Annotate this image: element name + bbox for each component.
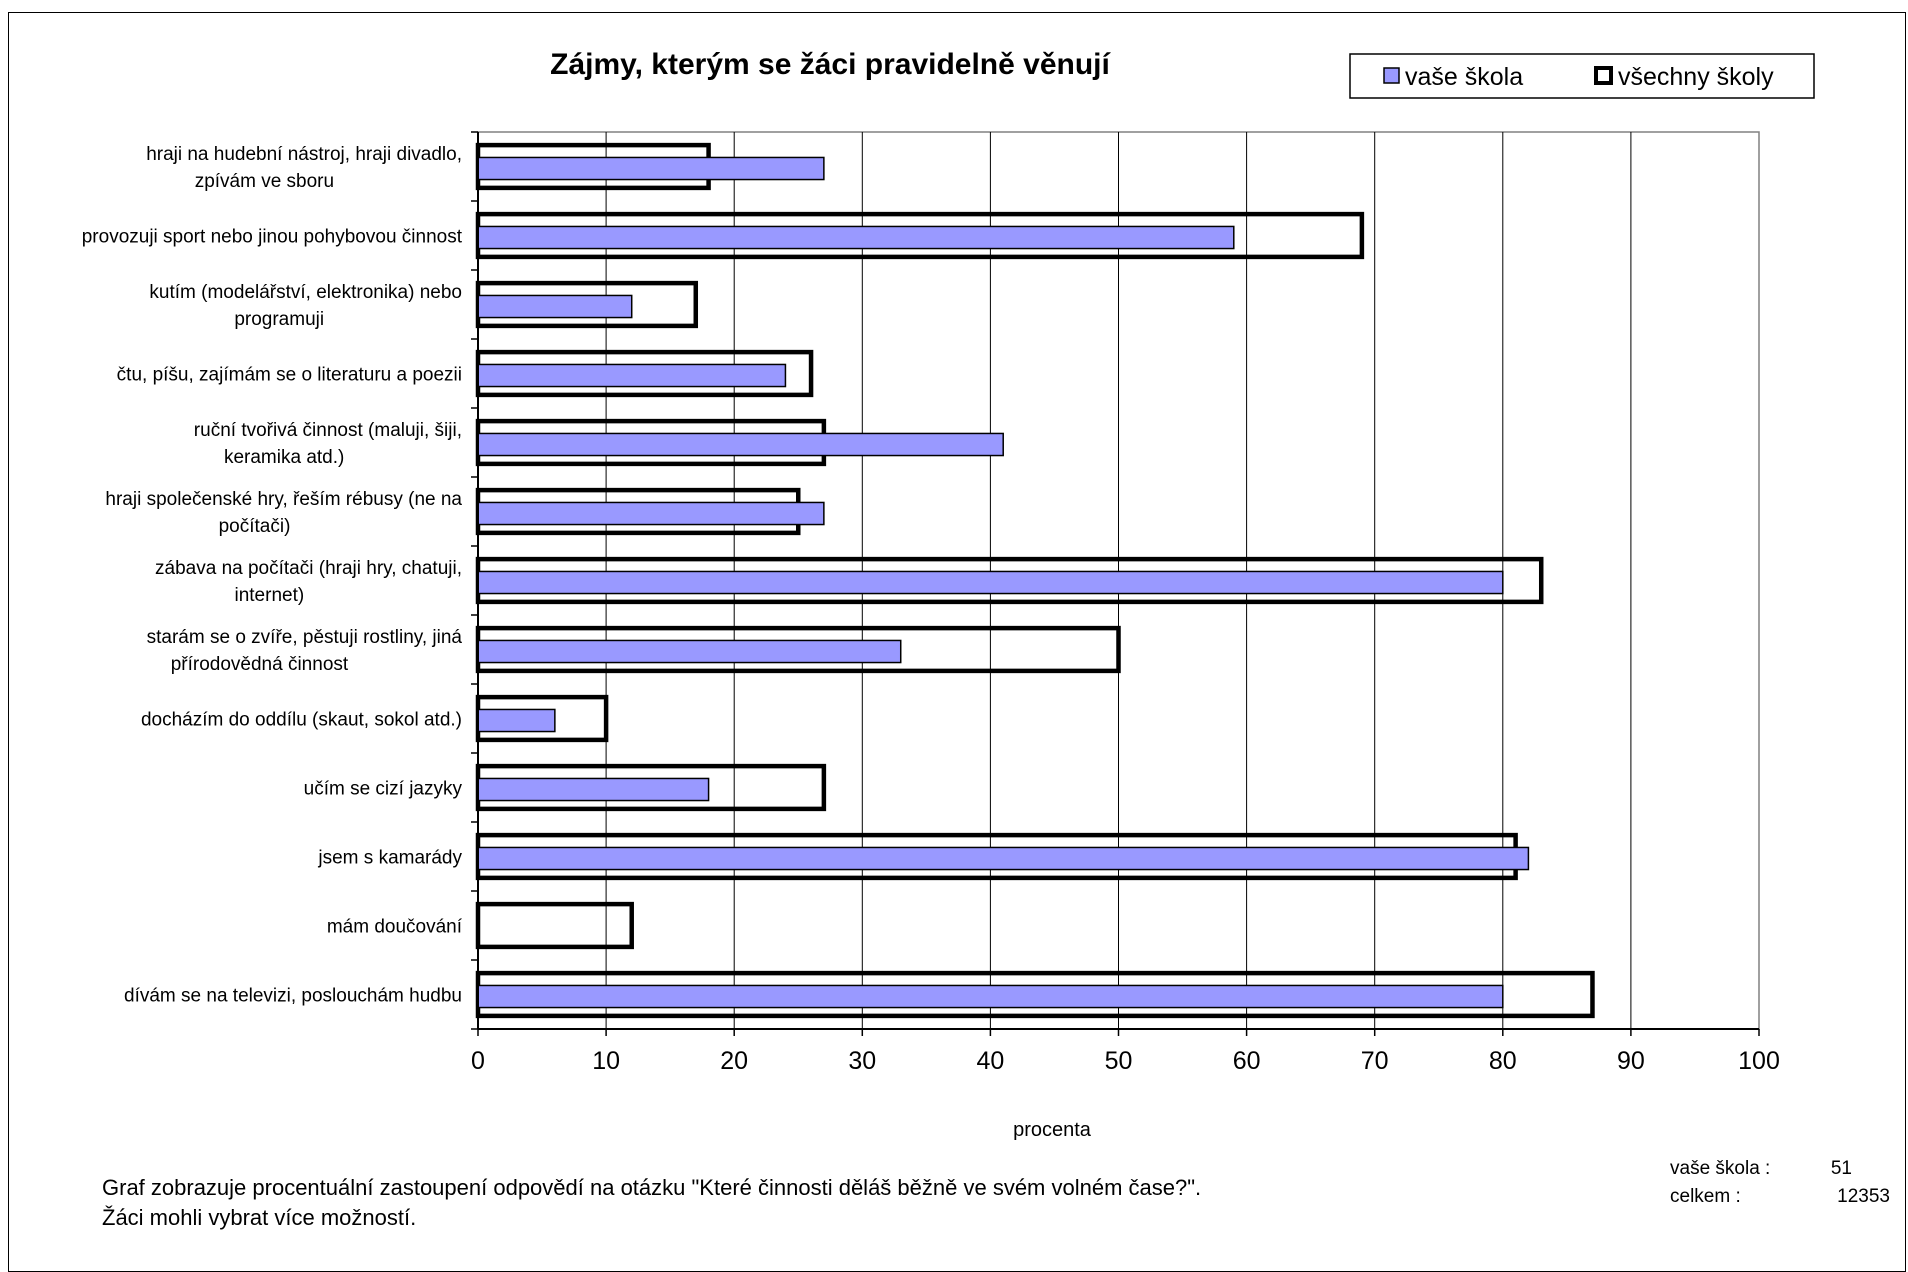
x-tick-label: 20 xyxy=(720,1047,748,1075)
x-tick-label: 40 xyxy=(976,1047,1004,1075)
axes: 0 10 20 30 40 50 60 70 80 90 100 xyxy=(471,131,1780,1075)
x-tick-label: 60 xyxy=(1233,1047,1261,1075)
category-label: ruční tvořivá činnost (maluji, šiji, kera… xyxy=(194,420,462,468)
category-label: zábava na počítači (hraji hry, chatuji, i… xyxy=(155,558,462,606)
bar-vase-skola xyxy=(477,570,1504,595)
legend-label-vsechny-skoly: všechny školy xyxy=(1618,63,1774,91)
bar-vase-skola xyxy=(477,363,787,388)
x-tick-label: 90 xyxy=(1617,1047,1645,1075)
chart-title: Zájmy, kterým se žáci pravidelně věnují xyxy=(550,48,1111,81)
total-count-label: celkem : xyxy=(1670,1186,1741,1207)
bar-vase-skola xyxy=(477,984,1504,1009)
x-tick-label: 0 xyxy=(471,1047,485,1075)
x-tick-label: 100 xyxy=(1738,1047,1780,1075)
x-axis-label: procenta xyxy=(1013,1119,1092,1141)
school-count-value: 51 xyxy=(1830,1158,1852,1179)
category-label: provozuji sport nebo jinou pohybovou čin… xyxy=(82,227,463,248)
bar-vase-skola xyxy=(477,432,1004,457)
bar-vase-skola xyxy=(477,846,1530,871)
x-tick-label: 70 xyxy=(1361,1047,1389,1075)
bar-vase-skola xyxy=(477,639,902,664)
x-tick-label: 10 xyxy=(592,1047,620,1075)
bar-vase-skola xyxy=(477,225,1235,250)
note-line-2: Žáci mohli vybrat více možností. xyxy=(102,1205,417,1230)
category-label: docházím do oddílu (skaut, sokol atd.) xyxy=(141,710,462,731)
category-label: mám doučování xyxy=(327,917,463,938)
bar-vase-skola xyxy=(477,294,633,319)
category-label: čtu, píšu, zajímám se o literaturu a poe… xyxy=(117,365,462,386)
legend-label-vase-skola: vaše škola xyxy=(1405,63,1523,91)
bars xyxy=(475,142,1595,1019)
category-label: učím se cizí jazyky xyxy=(304,779,463,800)
x-tick-label: 50 xyxy=(1105,1047,1133,1075)
chart-note: Graf zobrazuje procentuální zastoupení o… xyxy=(102,1173,1201,1233)
note-line-1: Graf zobrazuje procentuální zastoupení o… xyxy=(102,1175,1202,1200)
category-label: hraji na hudební nástroj, hraji divadlo,… xyxy=(146,144,462,192)
school-count-label: vaše škola : xyxy=(1670,1158,1771,1179)
category-label: hraji společenské hry, řeším rébusy (ne … xyxy=(105,489,462,537)
category-label: starám se o zvíře, pěstuji rostliny, jin… xyxy=(147,627,463,675)
respondent-counts: vaše škola : 51 celkem : 12353 xyxy=(1670,1155,1890,1211)
bar-vase-skola xyxy=(477,708,556,733)
category-label: kutím (modelářství, elektronika) nebo pro… xyxy=(149,282,462,330)
total-count-value: 12353 xyxy=(1837,1186,1890,1207)
category-label: jsem s kamarády xyxy=(317,848,462,869)
category-label: dívám se na televizi, poslouchám hudbu xyxy=(124,986,462,1007)
bar-vase-skola xyxy=(477,777,710,802)
legend: vaše škola všechny školy xyxy=(1349,53,1815,99)
x-tick-label: 30 xyxy=(848,1047,876,1075)
x-tick-label: 80 xyxy=(1489,1047,1517,1075)
category-labels: hraji na hudební nástroj, hraji divadlo,… xyxy=(82,144,463,1007)
legend-swatch-vsechny-skoly xyxy=(1594,66,1613,85)
bar-vase-skola xyxy=(477,156,825,181)
bar-vase-skola xyxy=(477,501,825,526)
legend-swatch-vase-skola xyxy=(1383,67,1400,84)
